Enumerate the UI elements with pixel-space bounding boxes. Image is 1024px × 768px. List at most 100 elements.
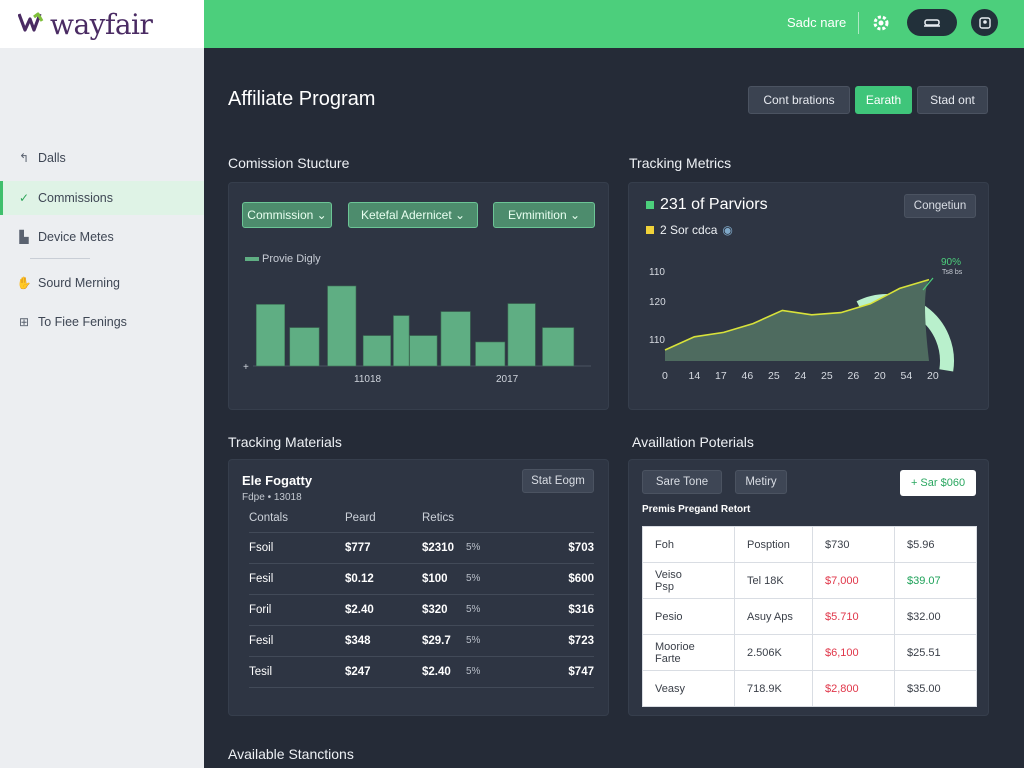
x-tick-label: 25 (821, 370, 833, 382)
table-cell: $0.12 (345, 563, 422, 595)
stat-eogm-button[interactable]: Stat Eogm (522, 469, 594, 493)
x-tick-label: 26 (848, 370, 860, 382)
logo[interactable]: wayfair (0, 0, 204, 48)
table-row[interactable]: Tesil $247 $2.40 5% $747 (249, 656, 594, 688)
grid-icon: ⊞ (18, 315, 30, 329)
card-subtitle: Fdpe • 13018 (242, 492, 302, 503)
chevron-down-icon: ⌄ (451, 208, 466, 222)
sidebar-item-dalls[interactable]: ↰ Dalls (0, 141, 204, 175)
avatar[interactable] (971, 9, 998, 36)
tracking-materials-panel: Ele Fogatty Fdpe • 13018 Stat Eogm Conta… (228, 459, 609, 716)
sidebar-item-label: Device Metes (38, 230, 114, 244)
y-tick-label: 120 (649, 297, 666, 308)
legend-swatch (646, 226, 654, 234)
sidebar-item-commissions[interactable]: ✓ Commissions (0, 181, 204, 215)
table-row[interactable]: Fesil $0.12 $100 5% $600 (249, 563, 594, 595)
chevron-down-icon: ⌄ (313, 208, 327, 222)
tracking-metrics-panel: 231 of Parviors 2 Sor cdca ◉ Congetiun 1… (628, 182, 989, 410)
bar[interactable] (440, 311, 471, 367)
wayfair-mark-icon (17, 11, 48, 38)
gauge-pointer (922, 277, 934, 291)
table-row[interactable]: Moorioe Farte 2.506K $6,100 $25.51 (642, 634, 977, 671)
chevron-down-icon: ⌄ (566, 208, 581, 222)
tab-sare-tone[interactable]: Sare Tone (642, 470, 722, 494)
table-row[interactable]: Fsoil $777 $2310 5% $703 (249, 532, 594, 564)
divider (858, 12, 859, 34)
gear-icon[interactable] (868, 10, 894, 36)
x-tick-label: 54 (901, 370, 913, 382)
table-cell: $39.07 (894, 562, 977, 599)
info-icon[interactable]: ◉ (722, 223, 733, 237)
metric-value: 2 Sor cdca (660, 223, 718, 237)
stad-button[interactable]: Stad ont (917, 86, 988, 114)
table-cell: 718.9K (734, 670, 813, 707)
table-cell: $7,000 (812, 562, 895, 599)
section-title: Available Stanctions (228, 746, 354, 762)
table-subtitle: Premis Pregand Retort (642, 504, 751, 515)
top-bar: Sadc nare (204, 0, 1024, 48)
tab-metiry[interactable]: Metiry (735, 470, 787, 494)
table-row[interactable]: Pesio Asuy Aps $5.710 $32.00 (642, 598, 977, 635)
commission-panel: Commission ⌄ Ketefal Adernicet ⌄ Evmimit… (228, 182, 609, 410)
column-header (506, 504, 594, 533)
commission-dropdown[interactable]: Commission ⌄ (242, 202, 332, 228)
device-icon: ▙ (19, 230, 29, 244)
table-cell: 5% (466, 594, 506, 626)
contributions-button[interactable]: Cont brations (748, 86, 850, 114)
tick-label: 2017 (496, 374, 519, 385)
table-cell: $320 (422, 594, 466, 626)
table-cell: $247 (345, 656, 422, 688)
bar[interactable] (255, 304, 286, 367)
sidebar-item-device-metes[interactable]: ▙ Device Metes (0, 220, 204, 254)
table-cell: $2310 (422, 532, 466, 564)
x-tick-label: 14 (689, 370, 701, 382)
availation-panel: Sare Tone Metiry + Sar $060 Premis Prega… (628, 459, 989, 716)
dropdown-label: Commission (247, 208, 314, 222)
check-icon: ✓ (18, 191, 30, 205)
sidebar: ↰ Dalls ✓ Commissions ▙ Device Metes ✋ S… (0, 48, 204, 768)
congetiun-button[interactable]: Congetiun (904, 194, 976, 218)
legend-label: Provie Digly (262, 253, 321, 265)
bed-icon[interactable] (907, 9, 957, 36)
bar[interactable] (409, 335, 438, 367)
bar[interactable] (327, 285, 357, 367)
table-row[interactable]: Foh Posption $730 $5.96 (642, 526, 977, 563)
user-name[interactable]: Sadc nare (787, 15, 847, 30)
bar[interactable] (362, 335, 391, 367)
sidebar-item-label: Commissions (38, 191, 114, 205)
sidebar-item-to-fiee-fenings[interactable]: ⊞ To Fiee Fenings (0, 305, 204, 339)
table-cell: 5% (466, 625, 506, 657)
column-header: Peard (345, 504, 422, 533)
section-title: Tracking Metrics (629, 155, 732, 171)
thumb-icon: ✋ (16, 276, 32, 290)
table-row[interactable]: Foril $2.40 $320 5% $316 (249, 594, 594, 626)
x-tick-label: 46 (742, 370, 754, 382)
bar[interactable] (542, 327, 575, 367)
column-header: Retics (422, 504, 466, 533)
sidebar-item-label: Dalls (38, 151, 66, 165)
add-button[interactable]: + Sar $060 (900, 470, 976, 496)
table-cell: Asuy Aps (734, 598, 813, 635)
bar[interactable] (289, 327, 320, 367)
gauge-label: 90% (941, 257, 961, 268)
back-arrow-icon: ↰ (18, 151, 30, 165)
table-row[interactable]: Veiso Psp Tel 18K $7,000 $39.07 (642, 562, 977, 599)
sidebar-item-sourd-merning[interactable]: ✋ Sourd Merning (0, 266, 204, 300)
table-cell: $100 (422, 563, 466, 595)
bar[interactable] (507, 303, 536, 367)
table-cell: $600 (506, 563, 594, 595)
table-cell: Tel 18K (734, 562, 813, 599)
bar[interactable] (475, 341, 506, 367)
table-row[interactable]: Veasy 718.9K $2,800 $35.00 (642, 670, 977, 707)
commission-bar-chart: + 11018 2017 (243, 285, 591, 385)
evmimition-dropdown[interactable]: Evmimition ⌄ (493, 202, 595, 228)
referral-dropdown[interactable]: Ketefal Adernicet ⌄ (348, 202, 478, 228)
metric-value: 231 of Parviors (660, 196, 768, 213)
bar[interactable] (393, 315, 410, 367)
table-cell: $730 (812, 526, 895, 563)
secondary-metric: 2 Sor cdca ◉ (646, 223, 733, 237)
earth-button[interactable]: Earath (855, 86, 912, 114)
x-tick-label: 20 (874, 370, 886, 382)
sidebar-item-label: Sourd Merning (38, 276, 120, 290)
table-row[interactable]: Fesil $348 $29.7 5% $723 (249, 625, 594, 657)
